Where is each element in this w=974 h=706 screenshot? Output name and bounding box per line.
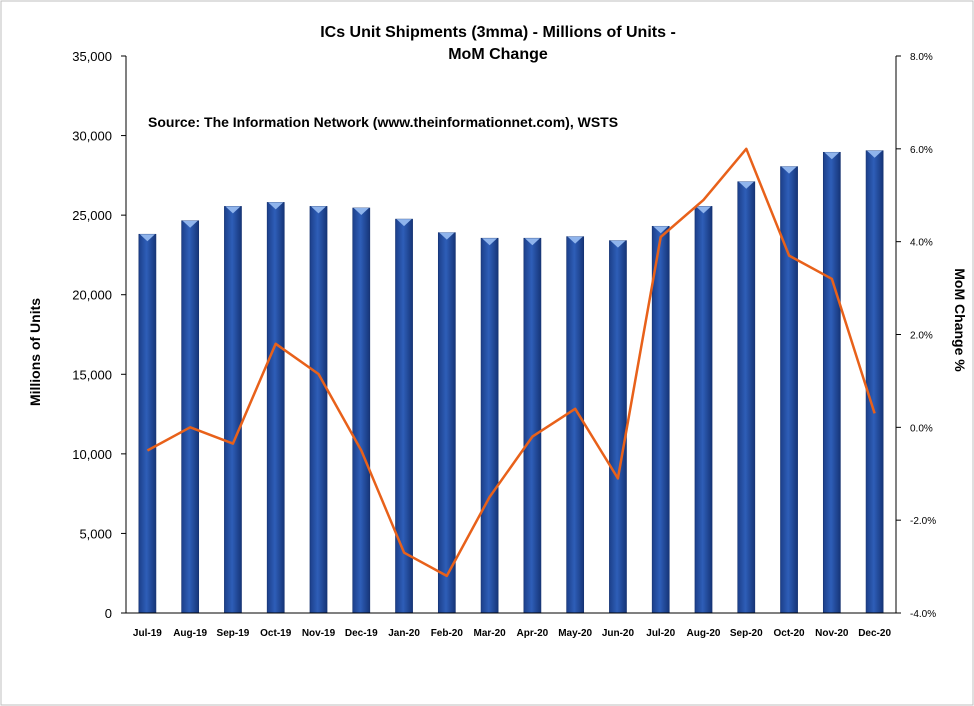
y-tick-label-right: 2.0% [910,331,933,342]
y-axis-label-right: MoM Change % [952,268,968,372]
bar [480,237,499,614]
bar-cap [653,226,669,234]
bar [822,151,841,614]
line-series [146,147,876,578]
bar [651,225,670,614]
x-tick-label: Dec-20 [858,628,891,639]
bar [737,181,756,614]
bar [780,166,798,614]
axis-lines [125,56,897,614]
y-tick-label-right: 6.0% [910,145,933,156]
y-tick-label-left: 0 [105,606,112,621]
x-tick-label: Nov-19 [302,628,336,639]
bar-series [138,150,884,614]
x-tick-label: Oct-20 [773,628,805,639]
y-axis-label-left: Millions of Units [27,298,43,406]
bar-cap [482,238,498,246]
y-tick-label-left: 10,000 [72,447,112,462]
x-tick-label: Mar-20 [473,628,506,639]
x-tick-label: Dec-19 [345,628,378,639]
y-tick-label-left: 5,000 [79,526,112,541]
bar-cap [268,202,284,210]
y-tick-label-left: 25,000 [72,208,112,223]
bar [224,206,242,614]
x-tick-label: May-20 [558,628,592,639]
bar-cap [182,220,198,228]
y-tick-label-right: 8.0% [910,52,933,63]
bar [437,232,456,614]
y-tick-label-left: 15,000 [72,367,112,382]
y-axis-ticks-left: 0 5,000 10,000 15,000 20,000 25,000 30,000 35,0… [72,49,126,621]
bar [694,206,713,614]
line-mom-change [146,147,876,578]
y-tick-label-left: 35,000 [72,49,112,64]
x-tick-label: Aug-19 [173,628,207,639]
bar [266,202,285,614]
bar [865,150,884,614]
x-tick-label: Sep-20 [730,628,763,639]
x-tick-label: Sep-19 [217,628,250,639]
bar-cap [439,232,455,240]
bar-cap [310,206,327,214]
source-note: Source: The Information Network (www.the… [148,114,618,130]
bar-cap [225,206,241,214]
bar-cap [524,238,540,246]
x-tick-label: Oct-19 [260,628,292,639]
bar-cap [781,166,797,174]
y-tick-label-right: -2.0% [910,516,936,527]
bar-cap [353,207,369,215]
bar-cap [738,181,754,189]
bar [352,207,371,614]
x-tick-label: Jul-20 [646,628,675,639]
bar [181,220,200,614]
x-tick-label: Jan-20 [388,628,420,639]
bar [138,233,157,614]
x-tick-label: Feb-20 [431,628,464,639]
bar-cap [824,152,840,160]
bar [609,240,627,614]
y-tick-label-right: 0.0% [910,423,933,434]
x-tick-label: Aug-20 [687,628,721,639]
y-tick-label-left: 30,000 [72,129,112,144]
x-tick-label: Apr-20 [517,628,549,639]
y-tick-label-left: 20,000 [72,288,112,303]
chart-title-line1: ICs Unit Shipments (3mma) - Millions of … [320,24,676,41]
bar [309,206,328,614]
bar-cap [139,234,155,242]
bar-cap [610,240,626,248]
chart-title-line2: MoM Change [448,46,548,63]
bar-cap [396,219,412,227]
x-tick-label: Jul-19 [133,628,162,639]
y-axis-ticks-right: -4.0% -2.0% 0.0% 2.0% 4.0% 6.0% 8.0% [896,52,936,620]
bar-cap [867,150,883,158]
x-tick-label: Nov-20 [815,628,849,639]
x-tick-label: Jun-20 [602,628,635,639]
y-tick-label-right: 4.0% [910,238,933,249]
bar [523,237,542,614]
x-axis-ticks: Jul-19 Aug-19 Sep-19 Oct-19 Nov-19 Dec-19 Jan-… [133,628,892,639]
bar [566,236,585,614]
bar-cap [567,236,583,244]
bar-cap [695,206,712,214]
y-tick-label-right: -4.0% [910,609,936,620]
